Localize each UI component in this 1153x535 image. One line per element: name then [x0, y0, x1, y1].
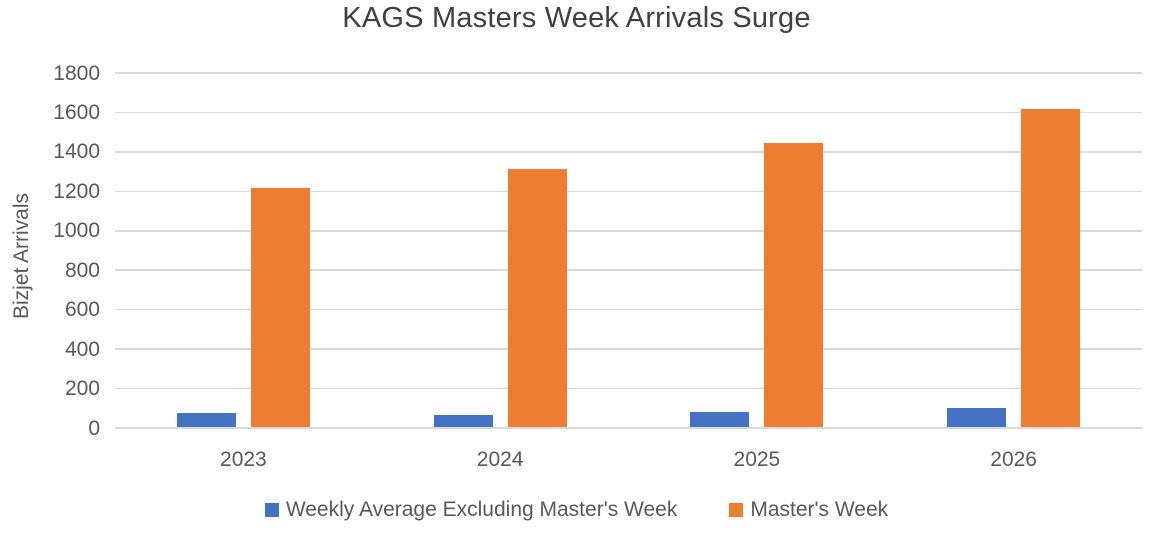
gridline	[115, 72, 1142, 74]
gridline	[115, 151, 1142, 153]
bar-2026-series-1	[1021, 109, 1081, 427]
gridline	[115, 111, 1142, 114]
y-tick-label: 1200	[53, 179, 100, 203]
bar-2025-series-1	[764, 143, 824, 427]
gridline	[115, 230, 1142, 232]
gridline	[115, 387, 1142, 390]
legend-label: Master's Week	[750, 498, 889, 521]
bar-2025-series-0	[690, 412, 750, 427]
y-tick-label: 1600	[53, 100, 100, 124]
y-tick-label: 600	[64, 298, 100, 322]
x-tick-label: 2025	[733, 448, 781, 471]
y-tick-label: 0	[88, 416, 100, 440]
y-tick-label: 400	[64, 337, 100, 361]
chart-title: KAGS Masters Week Arrivals Surge	[342, 2, 811, 34]
gridline	[115, 190, 1142, 193]
legend-item-1: Master's Week	[729, 498, 888, 522]
y-tick-label: 800	[64, 258, 100, 282]
bar-2023-series-1	[250, 188, 310, 427]
legend-label: Weekly Average Excluding Master's Week	[285, 498, 678, 521]
bar-2023-series-0	[176, 413, 236, 427]
legend-swatch-icon	[264, 503, 279, 517]
x-tick-label: 2024	[476, 448, 524, 471]
bar-2024-series-1	[507, 168, 567, 427]
plot-area	[115, 72, 1142, 429]
x-tick-label: 2023	[220, 448, 267, 471]
x-tick-label: 2026	[990, 448, 1037, 471]
y-tick-label: 1000	[53, 219, 100, 243]
gridline	[115, 427, 1142, 429]
legend-swatch-icon	[729, 503, 744, 517]
gridline	[115, 348, 1142, 350]
gridline	[115, 308, 1142, 311]
y-tick-label: 1400	[53, 140, 100, 164]
gridline	[115, 269, 1142, 271]
bar-2024-series-0	[433, 414, 493, 427]
y-tick-label: 200	[64, 377, 100, 401]
legend-item-0: Weekly Average Excluding Master's Week	[264, 498, 678, 522]
chart-legend: Weekly Average Excluding Master's Week Ma…	[0, 498, 1153, 522]
y-tick-label: 1800	[53, 61, 100, 85]
bar-2026-series-0	[947, 408, 1007, 427]
